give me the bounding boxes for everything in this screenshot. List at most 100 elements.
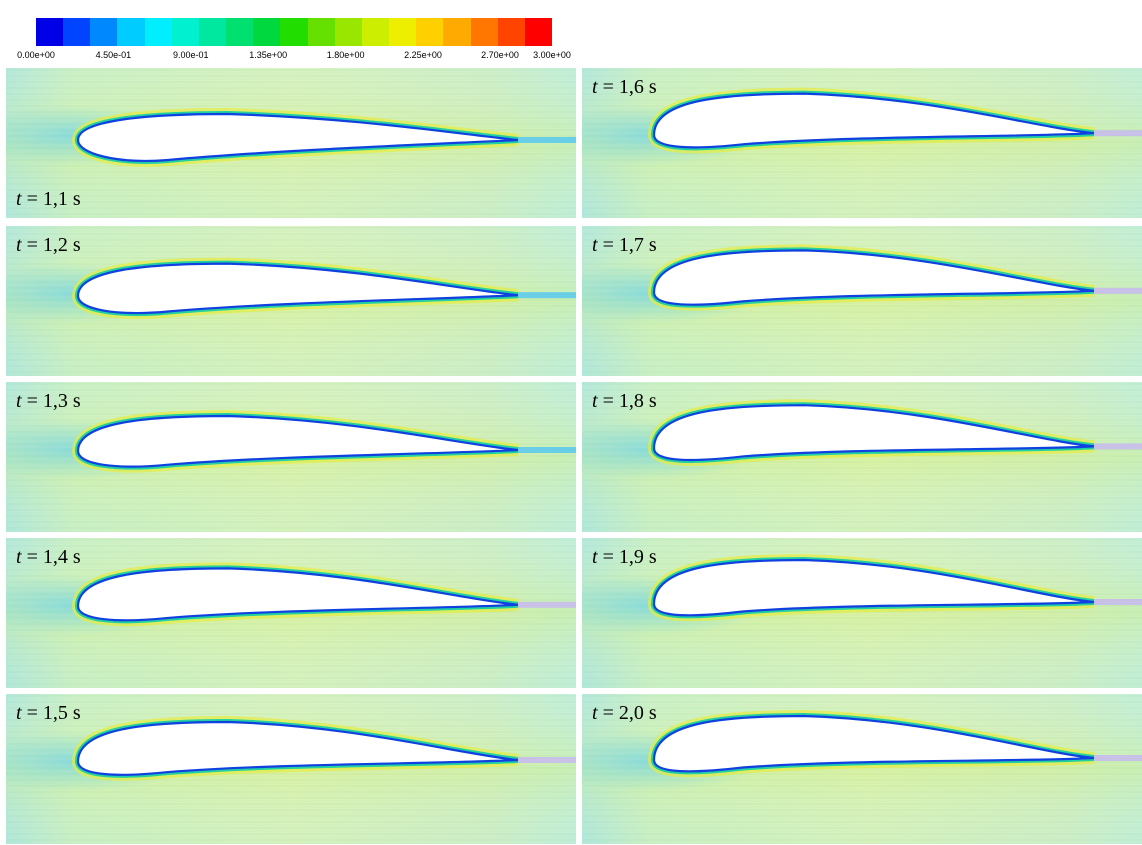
time-symbol: t xyxy=(592,390,598,412)
colorbar-swatch xyxy=(198,18,227,46)
flow-panel: t = 1,5 s xyxy=(6,694,576,844)
wake-region xyxy=(1094,287,1142,294)
colorbar-swatch xyxy=(90,18,118,46)
wake-region xyxy=(1094,755,1142,761)
wake-region xyxy=(1094,443,1142,450)
time-value: = 1,9 s xyxy=(597,546,657,568)
airfoil-body xyxy=(652,714,1095,773)
flow-panel: t = 1,4 s xyxy=(6,538,576,688)
airfoil-body xyxy=(652,558,1095,617)
colorbar-ticks: 0.00e+00 4.50e-01 9.00e-01 1.35e+00 1.80e+00… xyxy=(6,50,576,64)
colorbar-swatch xyxy=(63,18,91,46)
colorbar-swatch xyxy=(253,18,281,46)
airfoil-body xyxy=(652,404,1095,462)
velocity-contour-plot xyxy=(6,226,576,376)
colorbar-tick-label: 0.00e+00 xyxy=(17,50,55,60)
time-value: = 1,6 s xyxy=(597,76,657,98)
time-symbol: t xyxy=(16,188,22,210)
time-label: t = 1,2 s xyxy=(16,234,81,257)
time-value: = 1,1 s xyxy=(21,188,81,210)
colorbar-swatch xyxy=(389,18,417,46)
wake-region xyxy=(1094,130,1142,137)
flow-panel: t = 1,9 s xyxy=(582,538,1142,688)
colorbar-swatch xyxy=(36,18,64,46)
flow-panel: t = 1,3 s xyxy=(6,382,576,532)
time-label: t = 2,0 s xyxy=(592,702,657,725)
colorbar-swatch xyxy=(524,18,552,46)
colorbar-tick-label: 3.00e+00 xyxy=(533,50,571,60)
wake-region xyxy=(518,292,576,299)
colorbar-swatch xyxy=(361,18,390,46)
time-label: t = 1,4 s xyxy=(16,546,81,569)
colorbar-tick-label: 9.00e-01 xyxy=(173,50,209,60)
wake-region xyxy=(1094,599,1142,605)
velocity-contour-plot xyxy=(6,68,576,218)
time-value: = 2,0 s xyxy=(597,702,657,724)
velocity-contour-plot xyxy=(6,538,576,688)
airfoil-body xyxy=(76,262,519,315)
time-label: t = 1,8 s xyxy=(592,390,657,413)
colorbar-swatch xyxy=(280,18,308,46)
colorbar-swatch xyxy=(334,18,362,46)
colorbar-swatch xyxy=(117,18,145,46)
time-symbol: t xyxy=(592,76,598,98)
velocity-contour-plot xyxy=(6,694,576,844)
time-label: t = 1,5 s xyxy=(16,702,81,725)
time-value: = 1,3 s xyxy=(21,390,81,412)
colorbar-swatch xyxy=(497,18,525,46)
airfoil-body xyxy=(76,414,519,468)
colorbar-swatch xyxy=(307,18,335,46)
time-label: t = 1,9 s xyxy=(592,546,657,569)
flow-panel: t = 1,1 s xyxy=(6,68,576,218)
flow-panel: t = 2,0 s xyxy=(582,694,1142,844)
time-symbol: t xyxy=(592,546,598,568)
time-value: = 1,4 s xyxy=(21,546,81,568)
time-symbol: t xyxy=(16,234,22,256)
colorbar-swatch xyxy=(416,18,444,46)
colorbar-swatch xyxy=(144,18,172,46)
wake-region xyxy=(518,601,576,608)
time-label: t = 1,7 s xyxy=(592,234,657,257)
airfoil-body xyxy=(652,92,1095,149)
airfoil-body xyxy=(76,567,519,622)
velocity-contour-plot xyxy=(582,226,1142,376)
time-label: t = 1,3 s xyxy=(16,390,81,413)
time-value: = 1,8 s xyxy=(597,390,657,412)
velocity-contour-plot xyxy=(582,382,1142,532)
airfoil-body xyxy=(76,112,519,162)
colorbar-tick-label: 2.70e+00 xyxy=(481,50,519,60)
velocity-colorbar: 0.00e+00 4.50e-01 9.00e-01 1.35e+00 1.80e+00… xyxy=(6,8,576,66)
time-label: t = 1,1 s xyxy=(16,188,81,211)
time-symbol: t xyxy=(592,702,598,724)
flow-panel: t = 1,7 s xyxy=(582,226,1142,376)
colorbar-tick-label: 1.35e+00 xyxy=(249,50,288,60)
time-label: t = 1,6 s xyxy=(592,76,657,99)
wake-region xyxy=(518,447,576,453)
colorbar-swatches xyxy=(36,18,552,46)
airfoil-body xyxy=(76,720,519,776)
colorbar-tick-label: 4.50e-01 xyxy=(95,50,132,60)
velocity-contour-plot xyxy=(582,68,1142,218)
flow-panel: t = 1,8 s xyxy=(582,382,1142,532)
colorbar-swatch xyxy=(443,18,471,46)
time-value: = 1,7 s xyxy=(597,234,657,256)
velocity-contour-plot xyxy=(6,382,576,532)
velocity-contour-plot xyxy=(582,538,1142,688)
colorbar-tick-label: 2.25e+00 xyxy=(404,50,442,60)
airfoil-body xyxy=(652,249,1095,306)
colorbar-swatch xyxy=(226,18,254,46)
time-value: = 1,5 s xyxy=(21,702,81,724)
wake-region xyxy=(518,757,576,763)
time-value: = 1,2 s xyxy=(21,234,81,256)
time-symbol: t xyxy=(16,546,22,568)
flow-panel: t = 1,2 s xyxy=(6,226,576,376)
time-symbol: t xyxy=(16,702,22,724)
colorbar-tick-label: 1.80e+00 xyxy=(326,50,365,60)
colorbar-swatch xyxy=(171,18,199,46)
colorbar-swatch xyxy=(470,18,498,46)
time-symbol: t xyxy=(16,390,22,412)
wake-region xyxy=(518,137,576,143)
time-symbol: t xyxy=(592,234,598,256)
velocity-contour-plot xyxy=(582,694,1142,844)
flow-panel: t = 1,6 s xyxy=(582,68,1142,218)
